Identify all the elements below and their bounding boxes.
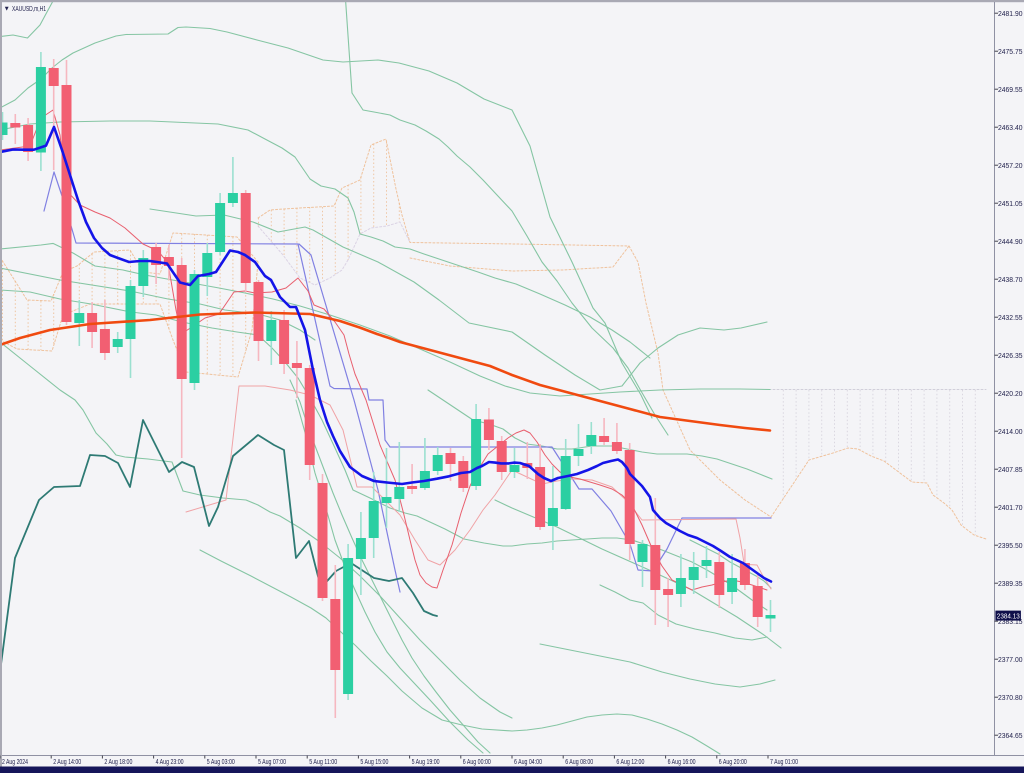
svg-text:5 Aug 03:00: 5 Aug 03:00 xyxy=(207,757,235,766)
svg-text:2451.05: 2451.05 xyxy=(998,199,1023,208)
svg-text:5 Aug 19:00: 5 Aug 19:00 xyxy=(412,757,440,766)
svg-text:2432.55: 2432.55 xyxy=(998,313,1023,322)
svg-text:2444.90: 2444.90 xyxy=(998,237,1023,246)
svg-text:2438.70: 2438.70 xyxy=(998,275,1023,284)
svg-text:2463.40: 2463.40 xyxy=(998,123,1023,132)
svg-text:2457.20: 2457.20 xyxy=(998,161,1023,170)
svg-text:2414.00: 2414.00 xyxy=(998,427,1023,436)
svg-text:2384.13: 2384.13 xyxy=(997,612,1020,621)
svg-text:XAUUSD,m,H1: XAUUSD,m,H1 xyxy=(12,4,46,13)
svg-text:5 Aug 11:00: 5 Aug 11:00 xyxy=(309,757,337,766)
svg-text:2481.90: 2481.90 xyxy=(998,9,1023,18)
svg-text:2 Aug 14:00: 2 Aug 14:00 xyxy=(53,757,81,766)
svg-text:2370.80: 2370.80 xyxy=(998,693,1023,702)
svg-text:2 Aug 2024: 2 Aug 2024 xyxy=(2,757,28,766)
svg-text:5 Aug 15:00: 5 Aug 15:00 xyxy=(360,757,388,766)
svg-text:2401.70: 2401.70 xyxy=(998,503,1023,512)
svg-text:2420.20: 2420.20 xyxy=(998,389,1023,398)
svg-text:6 Aug 00:00: 6 Aug 00:00 xyxy=(463,757,491,766)
svg-text:2383.15: 2383.15 xyxy=(998,617,1023,626)
svg-text:▼: ▼ xyxy=(4,6,10,13)
svg-text:2426.35: 2426.35 xyxy=(998,351,1023,360)
svg-text:2469.55: 2469.55 xyxy=(998,85,1023,94)
svg-text:2407.85: 2407.85 xyxy=(998,465,1023,474)
svg-text:2395.50: 2395.50 xyxy=(998,541,1023,550)
svg-text:2364.65: 2364.65 xyxy=(998,731,1023,740)
svg-text:6 Aug 16:00: 6 Aug 16:00 xyxy=(668,757,696,766)
svg-text:4 Aug 23:00: 4 Aug 23:00 xyxy=(156,757,184,766)
svg-text:2377.00: 2377.00 xyxy=(998,655,1023,664)
svg-text:2475.75: 2475.75 xyxy=(998,47,1023,56)
svg-text:2 Aug 18:00: 2 Aug 18:00 xyxy=(104,757,132,766)
svg-text:7 Aug 01:00: 7 Aug 01:00 xyxy=(770,757,798,766)
svg-text:6 Aug 12:00: 6 Aug 12:00 xyxy=(616,757,644,766)
svg-text:5 Aug 07:00: 5 Aug 07:00 xyxy=(258,757,286,766)
svg-text:6 Aug 08:00: 6 Aug 08:00 xyxy=(565,757,593,766)
svg-text:2389.35: 2389.35 xyxy=(998,579,1023,588)
svg-text:6 Aug 20:00: 6 Aug 20:00 xyxy=(719,757,747,766)
svg-text:6 Aug 04:00: 6 Aug 04:00 xyxy=(514,757,542,766)
